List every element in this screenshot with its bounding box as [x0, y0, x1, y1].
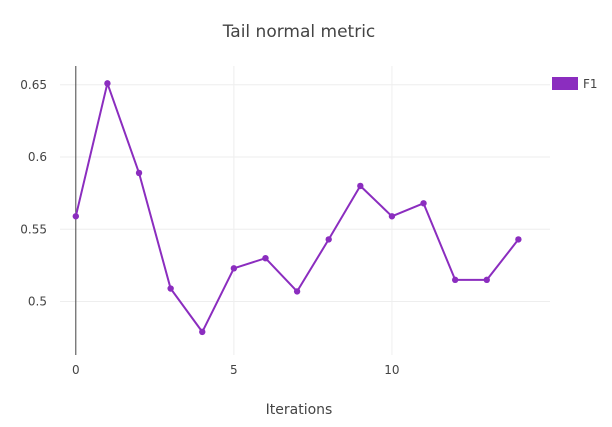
data-point[interactable] [135, 169, 143, 177]
x-tick-label: 5 [230, 363, 238, 377]
y-tick-label: 0.5 [28, 295, 47, 309]
x-tick-label: 10 [384, 363, 399, 377]
data-point[interactable] [199, 328, 206, 336]
gridlines [60, 66, 550, 355]
x-axis-label: Iterations [266, 402, 333, 418]
y-tick-label: 0.55 [20, 222, 47, 236]
y-tick-label: 0.6 [28, 150, 47, 164]
data-point[interactable] [483, 276, 490, 284]
y-tick-label: 0.65 [20, 78, 47, 92]
data-point[interactable] [104, 80, 111, 87]
x-tick-labels: 0 5 10 [72, 363, 400, 377]
chart-title: Tail normal metric [222, 22, 376, 42]
data-point[interactable] [230, 265, 238, 272]
data-point[interactable] [388, 213, 396, 220]
data-point[interactable] [420, 200, 427, 207]
data-point[interactable] [72, 213, 80, 220]
data-point[interactable] [515, 236, 522, 243]
data-point[interactable] [357, 182, 364, 190]
legend-label: F1 [583, 77, 598, 91]
y-tick-labels: 0.5 0.55 0.6 0.65 [20, 78, 47, 309]
series-layer [72, 80, 522, 336]
data-point[interactable] [451, 276, 459, 284]
data-point[interactable] [293, 288, 301, 295]
legend-swatch [552, 77, 578, 90]
x-tick-label: 0 [72, 363, 80, 377]
data-point[interactable] [325, 236, 332, 243]
data-point[interactable] [262, 254, 269, 262]
legend[interactable]: F1 [552, 77, 598, 91]
data-point[interactable] [167, 285, 174, 292]
